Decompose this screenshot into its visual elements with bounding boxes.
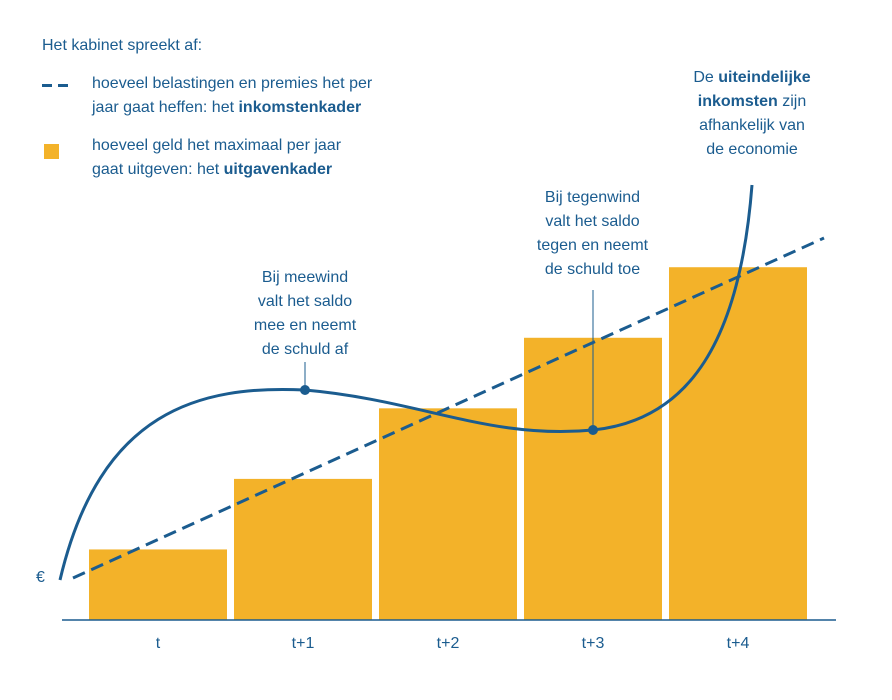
tegenwind-line2: valt het saldo [545,213,640,230]
annotation-meewind: Bij meewind valt het saldo mee en neemt … [225,266,385,362]
annotation-tegenwind: Bij tegenwind valt het saldo tegen en ne… [510,186,675,282]
tegenwind-line4: de schuld toe [544,261,641,278]
tegenwind-point [588,425,598,435]
x-tick-t: t [156,635,161,652]
x-tick-t+3: t+3 [582,635,605,652]
meewind-line4: de schuld af [261,341,349,358]
bars-group [89,267,807,620]
legend-spending-bold: uitgavenkader [223,161,333,178]
x-tick-t+4: t+4 [727,635,750,652]
inkomsten-line3: afhankelijk van [699,117,805,134]
inkomsten-line1: De uiteindelijke [672,66,832,90]
legend-title: Het kabinet spreekt af: [42,37,203,54]
inkomsten-l1-bold: uiteindelijke [718,69,811,86]
x-tick-t+2: t+2 [437,635,460,652]
legend-income-line1: hoeveel belastingen en premies het per [92,75,373,92]
meewind-line1: Bij meewind [261,269,349,286]
x-tick-labels: t t+1 t+2 t+3 t+4 [156,635,750,652]
bar-legend-icon [44,144,59,159]
bar-t+4 [669,267,807,620]
meewind-line2: valt het saldo [257,293,353,310]
tegenwind-line1: Bij tegenwind [544,189,641,206]
inkomsten-line2: inkomsten zijn [672,90,832,114]
x-tick-t+1: t+1 [292,635,315,652]
inkomsten-l1-plain: De [693,69,719,86]
tegenwind-line3: tegen en neemt [536,237,649,254]
legend-spending-text: hoeveel geld het maximaal per jaar gaat … [92,134,452,182]
income-framework-line [72,236,825,580]
inkomsten-line4: de economie [706,141,798,158]
annotation-inkomsten: De uiteindelijke inkomsten zijn afhankel… [672,66,832,162]
legend-income-text: hoeveel belastingen en premies het per j… [92,72,452,120]
meewind-line3: mee en neemt [253,317,357,334]
actual-income-curve [58,184,754,581]
euro-axis-label: € [36,569,45,586]
legend-income-line2: jaar gaat heffen: het [92,99,239,116]
bar-t+2 [379,408,517,620]
legend-spending-line2: gaat uitgeven: het [92,161,224,178]
legend-income-bold: inkomstenkader [238,99,362,116]
inkomsten-l2-plain: zijn [777,93,807,110]
inkomsten-l2-bold: inkomsten [697,93,778,110]
dashed-line-legend-icon [42,84,68,87]
meewind-point [300,385,310,395]
bar-t+1 [234,478,372,620]
legend-spending-line1: hoeveel geld het maximaal per jaar [92,137,342,154]
